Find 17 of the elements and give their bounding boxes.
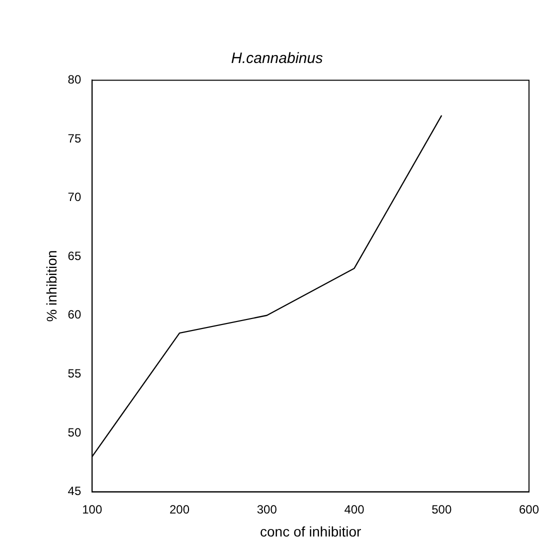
x-tick-label: 200	[170, 502, 190, 516]
chart-title: H.cannabinus	[230, 50, 324, 67]
x-tick-label: 100	[82, 502, 102, 516]
y-tick-label: 45	[68, 484, 82, 498]
y-tick-label: 70	[68, 190, 82, 204]
y-tick-label: 65	[68, 248, 82, 263]
y-tick-label: 80	[68, 72, 82, 87]
x-tick-label: 300	[256, 502, 278, 516]
y-axis-title: % inhibition	[43, 250, 60, 322]
y-tick-label: 60	[68, 308, 82, 322]
x-tick-label: 600	[518, 502, 540, 516]
y-tick-label: 50	[68, 425, 82, 440]
y-tick-label: 75	[68, 131, 82, 146]
x-tick-label: 500	[432, 502, 452, 516]
x-tick-label: 400	[344, 502, 365, 516]
x-axis-title: conc of inhibitior	[260, 523, 362, 540]
y-tick-label: 55	[68, 366, 82, 381]
